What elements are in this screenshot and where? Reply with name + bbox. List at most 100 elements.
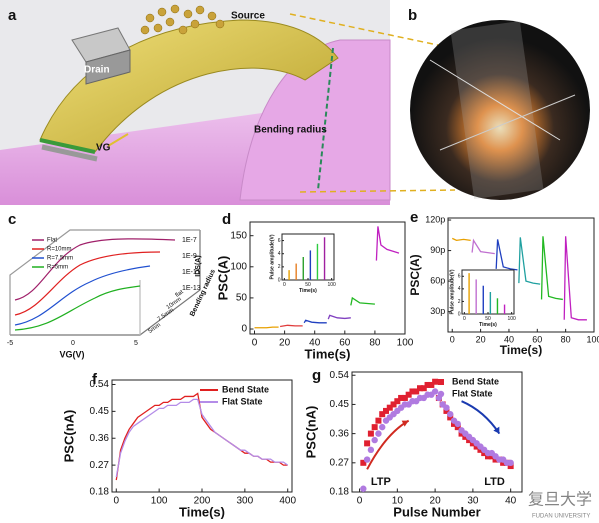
series-line [540, 236, 563, 301]
x-tick-label: 0 [252, 338, 258, 349]
y-tick-label: 0 [278, 277, 281, 283]
annotation: LTD [484, 476, 505, 488]
y-axis-label: PSC(A) [408, 254, 422, 295]
legend-label: Bend State [222, 384, 269, 394]
x-tick-label: 0 [71, 340, 75, 347]
series-line [303, 319, 327, 324]
y-tick-label: 0.36 [90, 433, 110, 444]
series-line [471, 238, 495, 255]
pulse [302, 257, 304, 280]
marker [469, 440, 476, 447]
panel-label: b [408, 7, 417, 24]
x-tick-label: 0 [114, 496, 120, 507]
panel-a-illustration [0, 0, 456, 205]
x-tick-label: 100 [327, 282, 336, 288]
y-tick-label: 0.18 [90, 487, 110, 498]
y-tick-label: 0.36 [330, 428, 350, 439]
y-tick-label: 6 [278, 238, 281, 244]
marker [488, 453, 495, 460]
marker [413, 388, 420, 395]
panel-label: c [8, 211, 16, 228]
z-tick-label: 1E-13 [182, 285, 201, 292]
x-axis-label: Time(s) [305, 346, 351, 361]
x-tick-label: 20 [279, 338, 291, 349]
z-tick-label: 1E-11 [182, 269, 200, 276]
y-axis-label: PSC(nA) [303, 406, 318, 459]
marker [367, 446, 375, 454]
marker [451, 420, 457, 427]
marker [458, 430, 465, 437]
marker [367, 430, 374, 437]
x-tick-label: 300 [237, 496, 254, 507]
source-label: Source [231, 11, 265, 22]
panel-c-sketch [9, 229, 201, 336]
pulse [316, 243, 319, 280]
marker [500, 459, 507, 466]
legend-label: Bend State [452, 376, 499, 386]
y-tick-label: 150 [230, 230, 247, 241]
panel-b-photo [410, 20, 590, 200]
x-tick-label: 50 [305, 282, 311, 288]
pulse [468, 273, 470, 314]
marker [405, 391, 412, 398]
marker [360, 459, 367, 466]
panel-label: g [312, 367, 321, 384]
legend-label: Flat [47, 238, 57, 244]
depth-tick-label: flat [175, 289, 185, 299]
y-tick-label: 2 [458, 299, 461, 305]
x-tick-label: 80 [561, 334, 571, 344]
marker [485, 453, 491, 460]
gate-label: VG [96, 143, 111, 154]
y-tick-label: 6 [458, 274, 461, 280]
panel-label: e [410, 209, 418, 226]
bending-label: Bending radius [254, 125, 327, 136]
series-line [375, 226, 400, 261]
marker [379, 411, 386, 418]
x-axis-label: Pulse Number [393, 504, 480, 519]
y-tick-label: 0.18 [330, 487, 350, 498]
y-tick-label: 120p [425, 214, 445, 224]
y-tick-label: 0.45 [330, 399, 350, 410]
y-tick-label: 30p [430, 306, 445, 316]
watermark-sub: FUDAN UNIVERSITY [532, 514, 590, 520]
x-tick-label: 400 [279, 496, 296, 507]
y-axis-label: Pulse amplitude(V) [269, 234, 275, 279]
legend-label: R=7.5mm [47, 256, 73, 262]
plot-frame [461, 269, 515, 315]
marker [473, 443, 480, 450]
drain-label: Drain [84, 65, 110, 76]
x-tick-label: 0 [357, 496, 363, 507]
x-axis-label: Time(s) [479, 322, 497, 328]
x-tick-label: 40 [505, 496, 517, 507]
x-tick-label: 100 [151, 496, 168, 507]
pulse [295, 263, 297, 280]
x-tick-label: 20 [430, 496, 442, 507]
y-axis-label: Pulse amplitude(V) [449, 269, 455, 314]
y-tick-label: 2 [278, 264, 281, 270]
x-tick-label: 40 [309, 338, 321, 349]
marker [409, 388, 416, 395]
marker [394, 398, 401, 405]
x-tick-label: 60 [532, 334, 542, 344]
series-line [451, 237, 471, 242]
marker [454, 424, 461, 431]
marker [481, 450, 488, 457]
panel-label: a [8, 7, 17, 24]
x-tick-label: 5 [134, 340, 138, 347]
marker [417, 385, 423, 392]
ltd-head [493, 426, 500, 434]
marker [443, 404, 450, 411]
x-axis-label: VG(V) [59, 349, 84, 359]
marker [428, 381, 435, 388]
y-tick-label: 0.54 [90, 379, 110, 390]
marker [386, 404, 393, 411]
y-tick-label: 0.27 [330, 457, 350, 468]
x-tick-label: 0 [463, 316, 466, 322]
x-tick-label: 200 [194, 496, 211, 507]
y-tick-label: 0.27 [90, 460, 110, 471]
pulse [475, 279, 477, 314]
x-tick-label: 100 [397, 338, 414, 349]
legend-label: Flat State [222, 396, 263, 406]
y-tick-label: 60p [430, 275, 445, 285]
x-axis-label: Time(s) [500, 343, 542, 357]
